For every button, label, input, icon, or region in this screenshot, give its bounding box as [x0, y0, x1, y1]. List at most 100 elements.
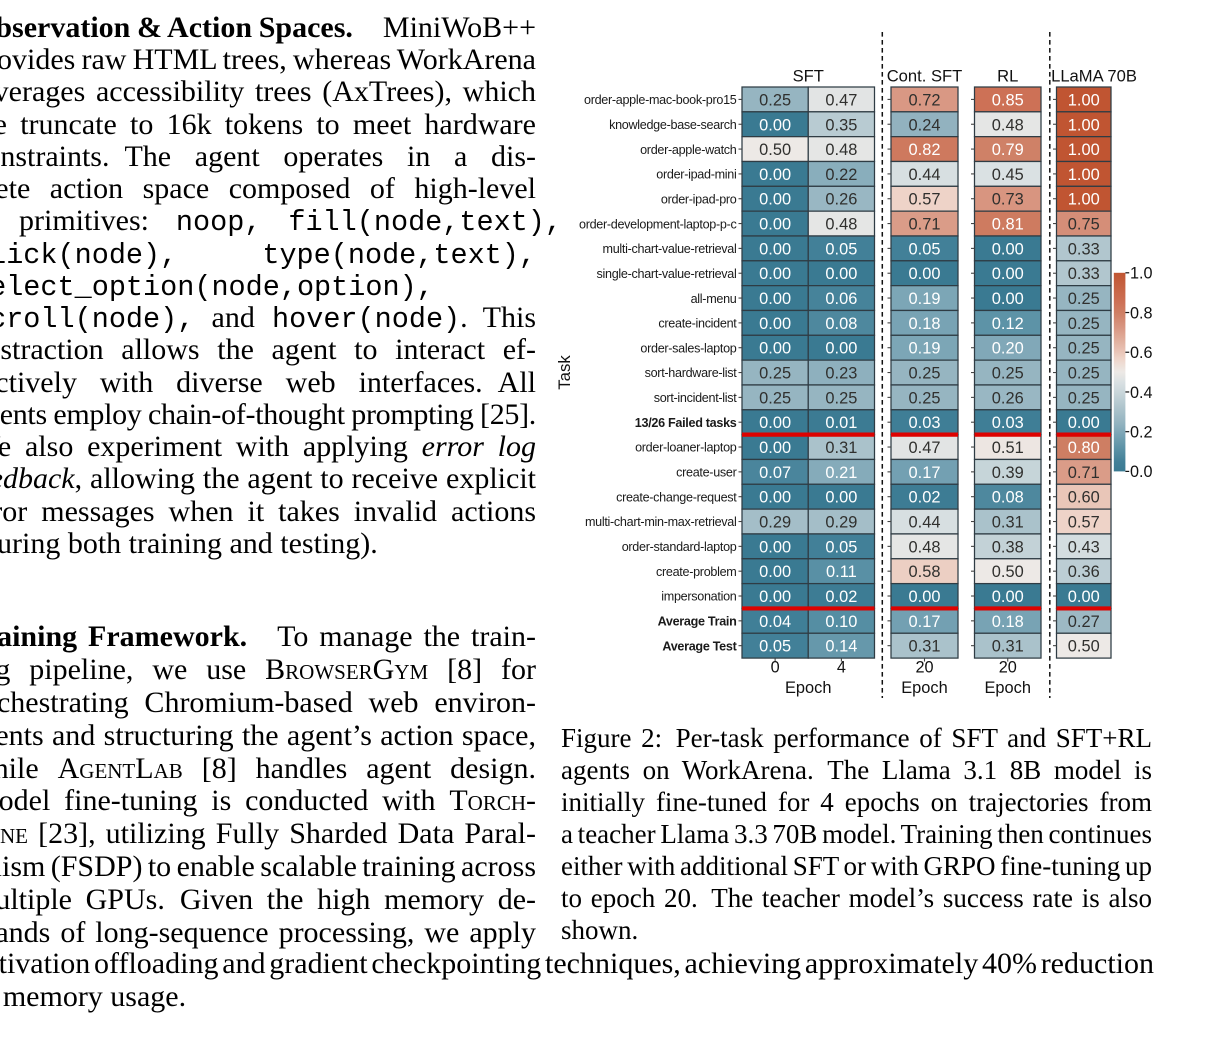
svg-text:0.00: 0.00 [992, 240, 1024, 258]
svg-text:0.00: 0.00 [759, 340, 791, 358]
svg-text:0.01: 0.01 [825, 414, 857, 432]
svg-text:0.04: 0.04 [759, 613, 791, 631]
svg-text:order-apple-watch: order-apple-watch [640, 143, 737, 157]
svg-text:0.23: 0.23 [825, 365, 857, 383]
svg-text:0.18: 0.18 [909, 315, 941, 333]
svg-text:0.38: 0.38 [992, 538, 1024, 556]
svg-text:0.25: 0.25 [909, 389, 941, 407]
svg-text:0.25: 0.25 [1068, 340, 1100, 358]
svg-text:Epoch: Epoch [785, 679, 831, 697]
svg-text:0.81: 0.81 [992, 216, 1024, 234]
svg-text:0.29: 0.29 [825, 514, 857, 532]
svg-text:0.50: 0.50 [992, 563, 1024, 581]
svg-text:0.48: 0.48 [992, 116, 1024, 134]
svg-text:0.11: 0.11 [826, 563, 857, 581]
svg-text:0.8: 0.8 [1130, 304, 1153, 322]
svg-text:0.85: 0.85 [992, 91, 1024, 109]
svg-text:0.00: 0.00 [1068, 414, 1100, 432]
svg-text:0.47: 0.47 [825, 91, 857, 109]
svg-text:0.25: 0.25 [992, 365, 1024, 383]
svg-text:0.36: 0.36 [1068, 563, 1100, 581]
svg-text:order-ipad-pro: order-ipad-pro [661, 192, 737, 206]
svg-text:20: 20 [999, 659, 1017, 677]
svg-text:0.19: 0.19 [909, 290, 941, 308]
svg-text:0.00: 0.00 [909, 265, 941, 283]
svg-text:0.4: 0.4 [1130, 384, 1153, 402]
svg-text:Average Test: Average Test [662, 639, 737, 653]
svg-text:0.50: 0.50 [759, 141, 791, 159]
svg-text:0.48: 0.48 [825, 216, 857, 234]
svg-text:RL: RL [997, 67, 1018, 86]
svg-text:0.20: 0.20 [992, 340, 1024, 358]
svg-text:0.00: 0.00 [759, 588, 791, 606]
svg-text:impersonation: impersonation [661, 590, 737, 604]
svg-text:1.00: 1.00 [1068, 116, 1100, 134]
svg-text:0.00: 0.00 [759, 414, 791, 432]
svg-text:0.39: 0.39 [992, 464, 1024, 482]
svg-text:0.00: 0.00 [825, 489, 857, 507]
svg-text:single-chart-value-retrieval: single-chart-value-retrieval [597, 267, 737, 281]
svg-text:1.00: 1.00 [1068, 166, 1100, 184]
svg-text:Epoch: Epoch [901, 679, 947, 697]
svg-text:order-apple-mac-book-pro15: order-apple-mac-book-pro15 [584, 93, 737, 107]
svg-text:0.26: 0.26 [992, 389, 1024, 407]
svg-text:0.48: 0.48 [825, 141, 857, 159]
svg-text:0.05: 0.05 [825, 240, 857, 258]
svg-text:0.00: 0.00 [992, 265, 1024, 283]
svg-text:order-development-laptop-p-c: order-development-laptop-p-c [579, 217, 737, 231]
svg-text:0.31: 0.31 [992, 638, 1024, 656]
svg-text:sort-hardware-list: sort-hardware-list [645, 366, 738, 380]
svg-text:0.25: 0.25 [1068, 389, 1100, 407]
svg-text:0.25: 0.25 [759, 91, 791, 109]
svg-text:create-problem: create-problem [656, 565, 737, 579]
svg-text:0.22: 0.22 [825, 166, 857, 184]
svg-text:0.25: 0.25 [1068, 290, 1100, 308]
svg-text:0.08: 0.08 [992, 489, 1024, 507]
svg-text:0.08: 0.08 [825, 315, 857, 333]
svg-text:1.00: 1.00 [1068, 191, 1100, 209]
svg-text:0.44: 0.44 [909, 514, 941, 532]
svg-text:0.44: 0.44 [909, 166, 941, 184]
svg-text:0.47: 0.47 [909, 439, 941, 457]
svg-text:0.2: 0.2 [1130, 423, 1153, 441]
svg-text:0.71: 0.71 [909, 216, 941, 234]
svg-text:multi-chart-value-retrieval: multi-chart-value-retrieval [603, 242, 737, 256]
svg-text:0.00: 0.00 [759, 538, 791, 556]
svg-text:0.80: 0.80 [1068, 439, 1100, 457]
svg-text:0.02: 0.02 [909, 489, 941, 507]
svg-text:0.00: 0.00 [909, 588, 941, 606]
svg-text:0.14: 0.14 [825, 638, 857, 656]
svg-text:order-ipad-mini: order-ipad-mini [656, 168, 736, 182]
svg-text:0.03: 0.03 [992, 414, 1024, 432]
svg-text:0.00: 0.00 [825, 340, 857, 358]
svg-text:0.58: 0.58 [909, 563, 941, 581]
svg-text:0.25: 0.25 [759, 365, 791, 383]
svg-text:0.00: 0.00 [759, 290, 791, 308]
svg-text:0.29: 0.29 [759, 514, 791, 532]
svg-text:0.71: 0.71 [1068, 464, 1100, 482]
svg-text:0.57: 0.57 [909, 191, 941, 209]
svg-text:0.00: 0.00 [759, 166, 791, 184]
svg-text:0.12: 0.12 [992, 315, 1024, 333]
svg-text:multi-chart-min-max-retrieval: multi-chart-min-max-retrieval [585, 515, 737, 529]
svg-text:0.00: 0.00 [992, 588, 1024, 606]
svg-text:20: 20 [915, 659, 933, 677]
svg-text:knowledge-base-search: knowledge-base-search [609, 118, 737, 132]
svg-text:create-change-request: create-change-request [616, 490, 737, 504]
svg-text:0.31: 0.31 [825, 439, 857, 457]
svg-text:0.0: 0.0 [1130, 463, 1153, 481]
svg-text:0.05: 0.05 [759, 638, 791, 656]
svg-text:0.57: 0.57 [1068, 514, 1100, 532]
svg-text:0.07: 0.07 [759, 464, 791, 482]
svg-text:0.25: 0.25 [825, 389, 857, 407]
svg-text:0: 0 [771, 659, 780, 677]
svg-text:Task: Task [555, 355, 574, 390]
svg-text:0.43: 0.43 [1068, 538, 1100, 556]
svg-text:0.05: 0.05 [909, 240, 941, 258]
svg-text:order-standard-laptop: order-standard-laptop [622, 540, 737, 554]
svg-text:0.48: 0.48 [909, 538, 941, 556]
svg-text:order-loaner-laptop: order-loaner-laptop [635, 441, 737, 455]
svg-text:0.73: 0.73 [992, 191, 1024, 209]
svg-text:0.33: 0.33 [1068, 265, 1100, 283]
svg-text:0.19: 0.19 [909, 340, 941, 358]
